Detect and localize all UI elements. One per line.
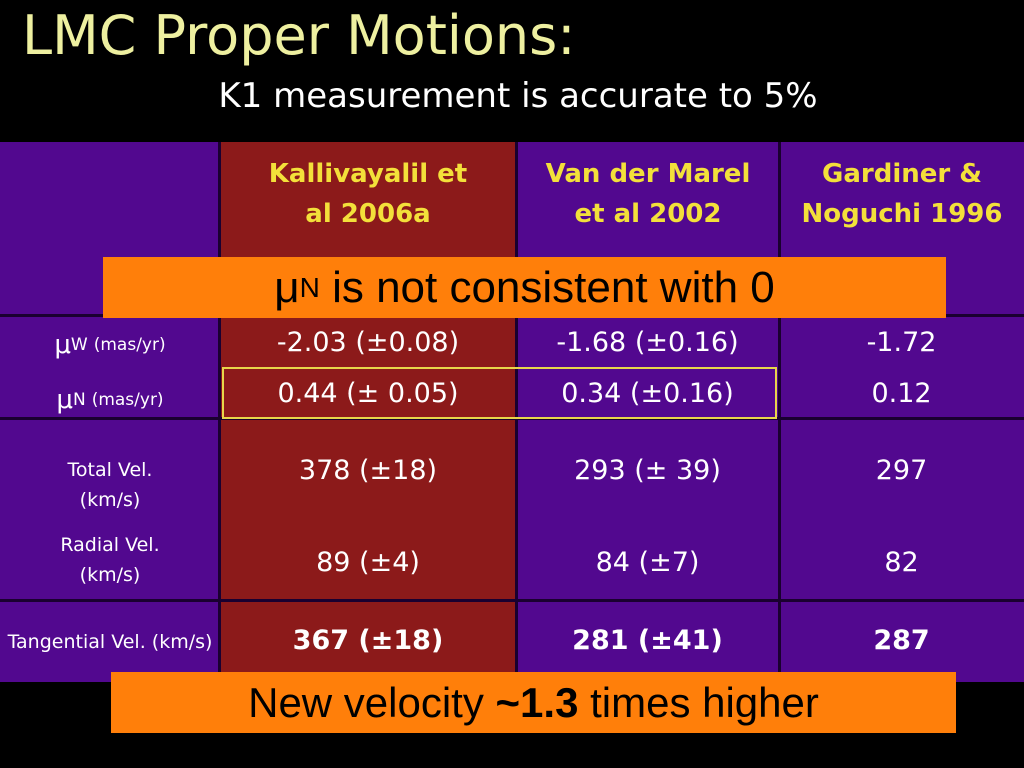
column-divider (778, 142, 781, 682)
callout-emphasis: ~1.3 (495, 678, 579, 726)
table-cell: -1.68 (±0.16) (556, 326, 739, 358)
table-cell: 0.34 (±0.16) (561, 377, 734, 409)
table-cell: 367 (±18) (292, 624, 444, 656)
column-header: Van der Marel et al 2002 (545, 159, 751, 229)
column-header: Kallivayalil et al 2006a (268, 159, 468, 229)
row-label: μ W (mas/yr) (0, 322, 220, 367)
callout: New velocity ~1.3 times higher (111, 672, 956, 733)
table-cell: 281 (±41) (572, 624, 723, 656)
row-label: Total Vel. (km/s) (67, 459, 153, 511)
highlight-column (220, 142, 516, 682)
callout-text: is not consistent with 0 (319, 262, 775, 312)
table-cell: -2.03 (±0.08) (276, 326, 460, 358)
symbol: μ (54, 329, 71, 360)
slide-subtitle: K1 measurement is accurate to 5% (218, 76, 818, 116)
unit: (mas/yr) (93, 334, 166, 355)
table-cell: 0.44 (± 0.05) (277, 377, 459, 409)
table-cell: 293 (± 39) (574, 454, 721, 486)
highlight-box (222, 367, 777, 419)
column-divider (218, 142, 221, 682)
column-header: Gardiner & Noguchi 1996 (801, 159, 1003, 229)
symbol: μ (274, 262, 300, 312)
table-cell: 297 (875, 454, 928, 486)
table-cell: 287 (873, 624, 930, 656)
column-divider (515, 142, 518, 682)
subscript: W (70, 334, 88, 355)
table-cell: 0.12 (871, 377, 932, 409)
table-cell: 378 (±18) (298, 454, 438, 486)
subscript: N (72, 389, 86, 410)
row-label: μ N (mas/yr) (0, 377, 220, 422)
row-label: Radial Vel. (km/s) (60, 534, 160, 586)
slide-title: LMC Proper Motions: (22, 4, 576, 67)
unit: (mas/yr) (91, 389, 164, 410)
table-cell: 82 (884, 546, 919, 578)
row-label: Tangential Vel. (km/s) (7, 631, 213, 653)
table-cell: -1.72 (866, 326, 937, 358)
row-divider (0, 599, 1024, 602)
subscript: N (299, 271, 320, 303)
table-cell: 89 (±4) (316, 546, 420, 578)
symbol: μ (56, 384, 73, 415)
callout-text: times higher (578, 678, 819, 726)
callout-text: New velocity (248, 678, 496, 726)
table-cell: 84 (±7) (595, 546, 700, 578)
